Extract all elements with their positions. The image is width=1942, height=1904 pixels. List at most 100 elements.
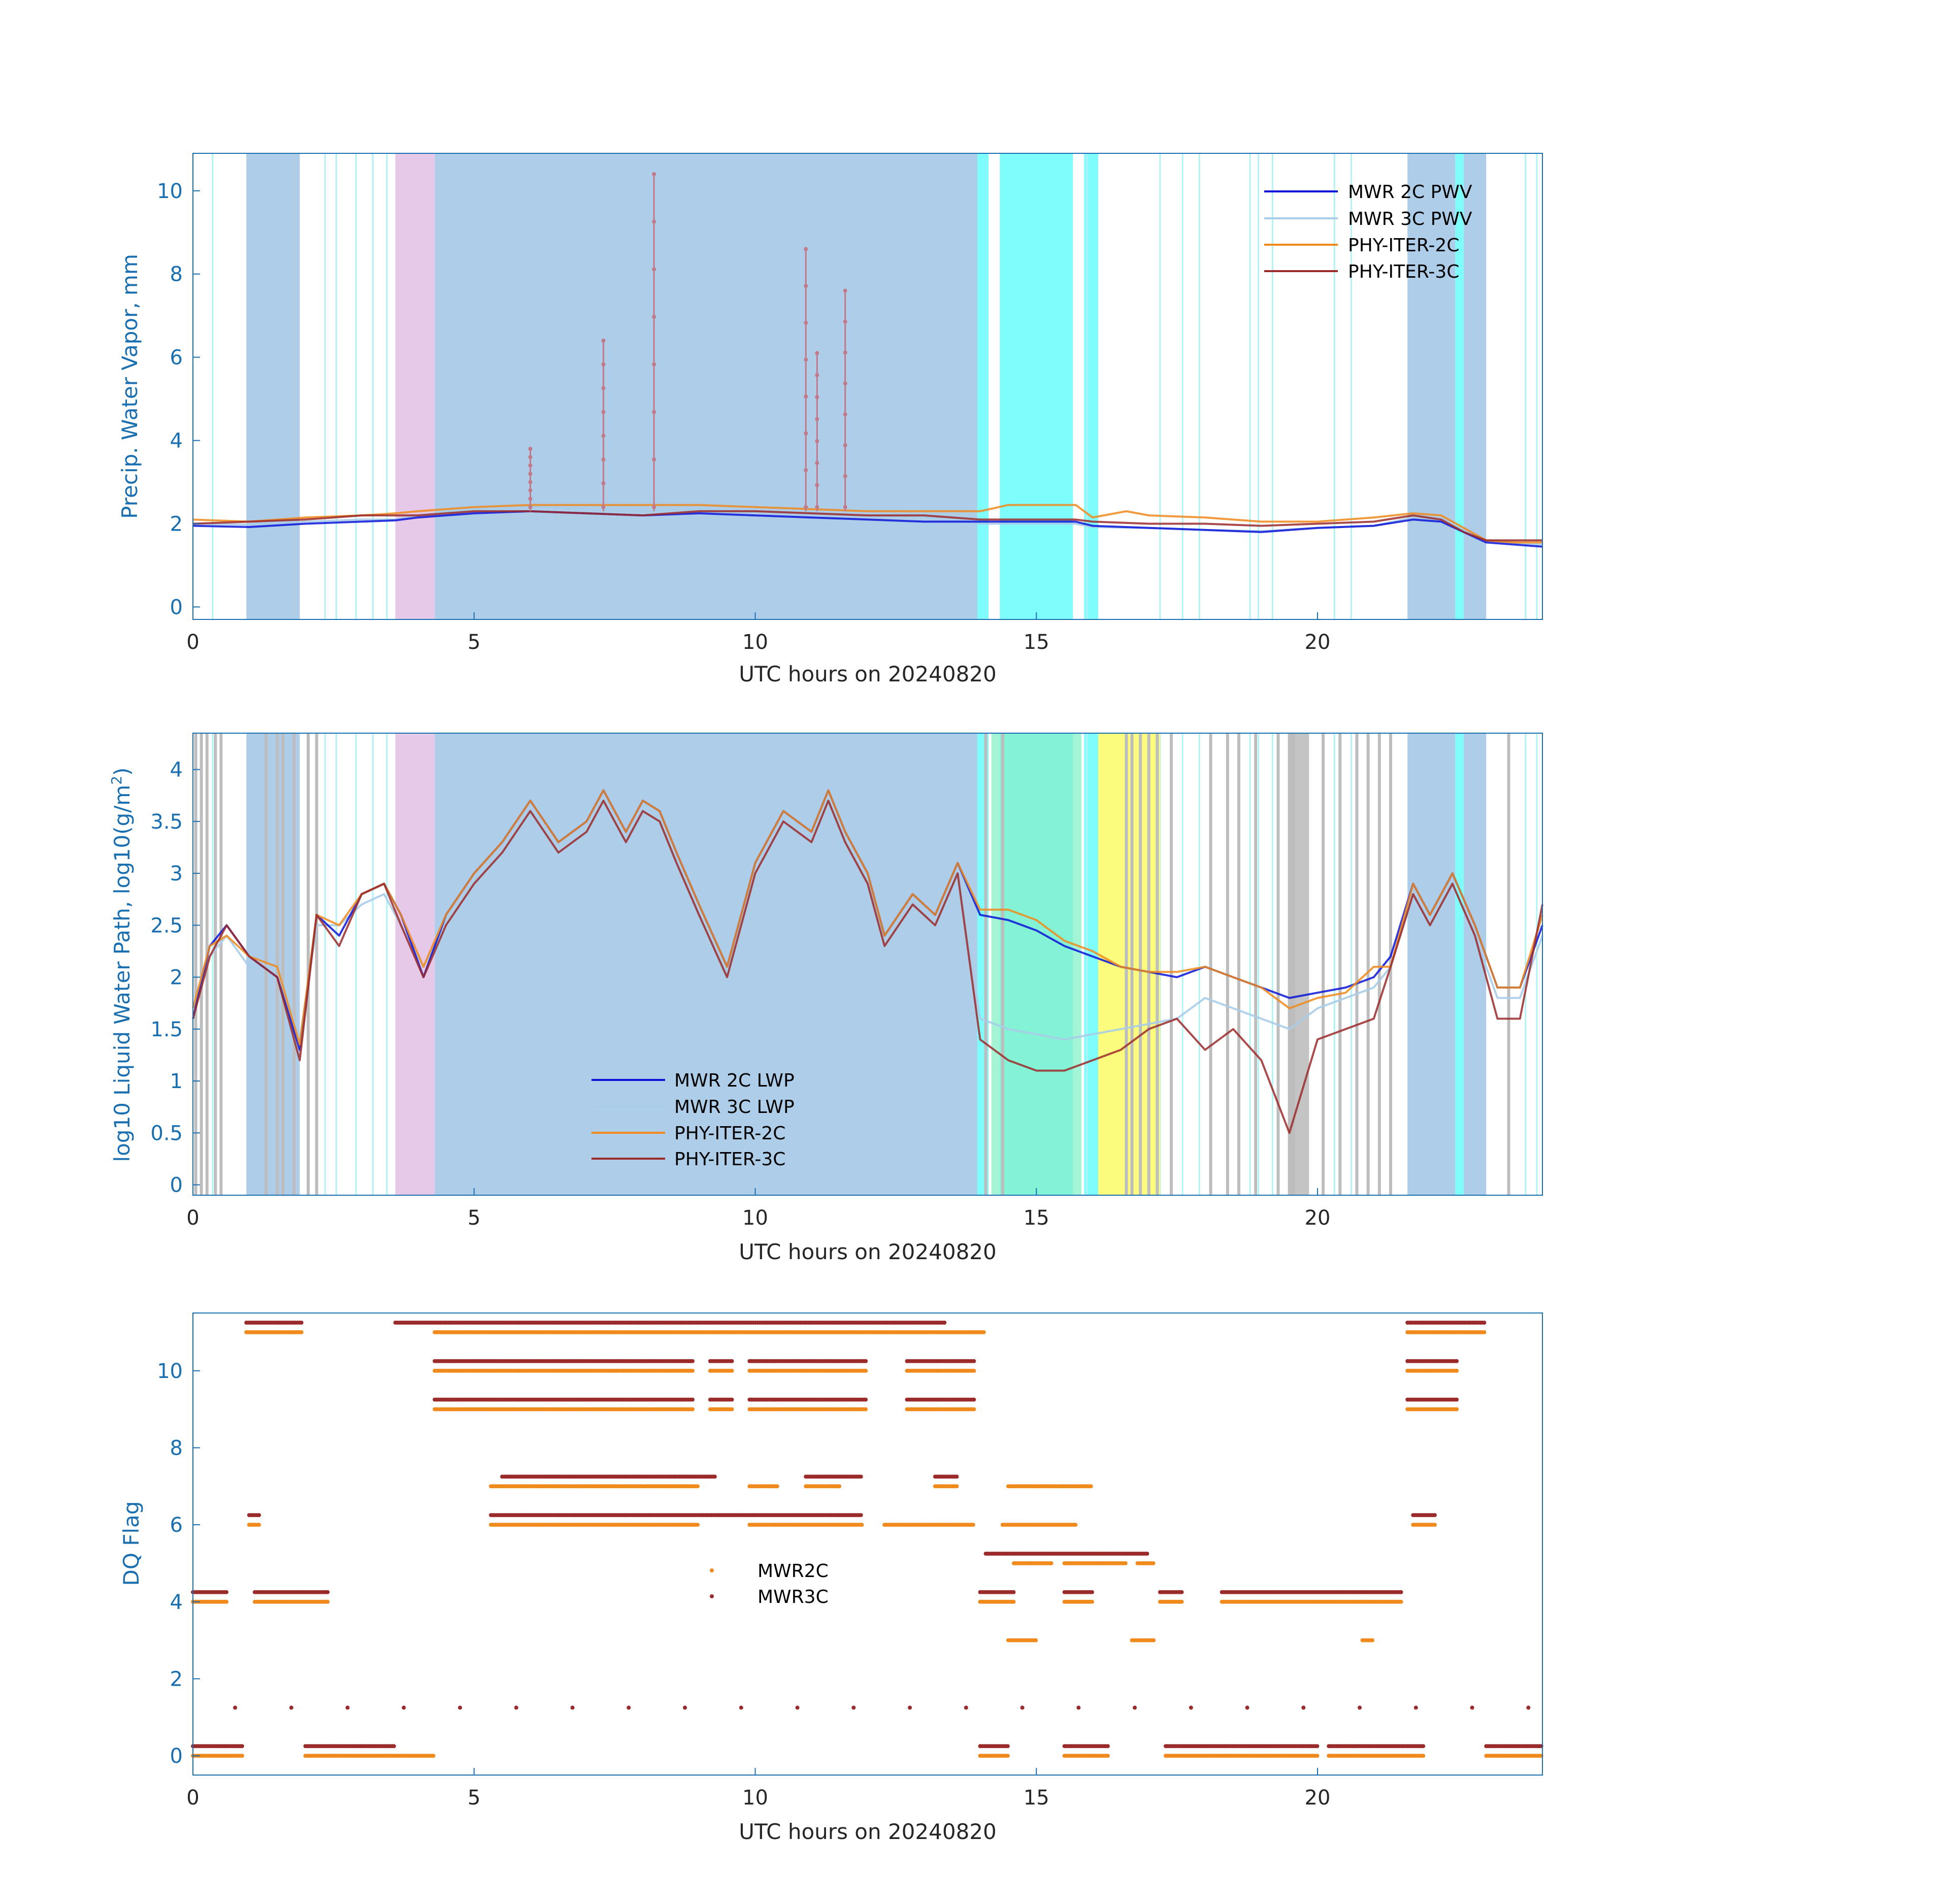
y-tick-label: 0.5 — [150, 1122, 183, 1145]
lwp-y-label: log10 Liquid Water Path, log10(g/m2) — [108, 767, 135, 1162]
y-tick-label: 1.5 — [150, 1018, 183, 1041]
pwv-spike-point — [652, 410, 656, 414]
pwv-y-ticks: 0 2 4 6 8 10 — [157, 180, 200, 619]
dq-point-mwr2c — [1455, 1407, 1459, 1411]
pwv-spike-point — [528, 446, 533, 451]
blue-band — [435, 153, 977, 619]
dq-point-mwr3c — [954, 1474, 959, 1479]
pwv-spike-point — [804, 505, 808, 509]
dq-legend: MWR2C MWR3C — [710, 1561, 829, 1607]
y-tick-label: 3.5 — [150, 810, 183, 834]
y-tick-label: 8 — [170, 263, 183, 286]
y-tick-label: 0 — [170, 1745, 183, 1768]
lwp-legend-label-4: PHY-ITER-3C — [674, 1149, 785, 1170]
dq-point-mwr3c — [864, 1359, 868, 1363]
pwv-spike-point — [601, 457, 606, 462]
pwv-spike-point — [843, 474, 847, 478]
y-tick-label: 10 — [157, 1360, 183, 1383]
dq-point-mwr2c — [257, 1523, 261, 1527]
pwv-spike-point — [815, 395, 819, 400]
dq-point-mwr2c — [1005, 1754, 1010, 1758]
y-tick-label: 4 — [170, 430, 183, 453]
pwv-spike-point — [652, 457, 656, 462]
dq-point-mwr3c — [964, 1705, 968, 1710]
dq-point-mwr3c — [345, 1705, 350, 1710]
x-tick-label: 20 — [1305, 1786, 1331, 1810]
pwv-spike-point — [843, 381, 847, 386]
lwp-legend: MWR 2C LWP MWR 3C LWP PHY-ITER-2C PHY-IT… — [591, 1070, 795, 1170]
dq-point-mwr3c — [683, 1705, 687, 1710]
dq-point-mwr2c — [1432, 1523, 1437, 1527]
dq-y-ticks: 0 2 4 6 8 10 — [157, 1360, 200, 1768]
dq-point-mwr2c — [864, 1407, 868, 1411]
dq-axes-box — [192, 1312, 1543, 1776]
dq-point-mwr2c — [1105, 1754, 1110, 1758]
dq-point-mwr3c — [391, 1744, 396, 1749]
dq-point-mwr3c — [690, 1359, 695, 1363]
dq-point-mwr3c — [1145, 1552, 1149, 1556]
y-tick-label: 2 — [170, 966, 183, 990]
dq-point-mwr2c — [1482, 1330, 1487, 1334]
lwp-shading — [194, 733, 1538, 1195]
pwv-legend: MWR 2C PWV MWR 3C PWV PHY-ITER-2C PHY-IT… — [1264, 182, 1472, 282]
x-tick-label: 10 — [742, 1206, 768, 1230]
dq-point-mwr2c — [1090, 1599, 1094, 1604]
pwv-y-label: Precip. Water Vapor, mm — [117, 254, 142, 519]
dq-point-mwr3c — [859, 1513, 863, 1518]
y-tick-label: 2 — [170, 1667, 183, 1691]
x-tick-label: 20 — [1305, 631, 1331, 654]
dq-point-mwr3c — [224, 1590, 228, 1594]
dq-point-mwr3c — [458, 1705, 463, 1710]
dq-point-mwr2c — [730, 1368, 734, 1373]
dq-point-mwr3c — [712, 1474, 717, 1479]
dq-point-mwr3c — [1076, 1705, 1081, 1710]
pwv-series — [192, 172, 1543, 548]
dq-point-mwr2c — [860, 1523, 864, 1527]
pwv-spike-point — [804, 320, 808, 325]
dq-point-mwr3c — [972, 1359, 976, 1363]
dq-point-mwr2c — [1089, 1484, 1093, 1489]
blue-band — [1407, 153, 1456, 619]
lwp-series — [192, 789, 1543, 1134]
pwv-legend-label-2: MWR 3C PWV — [1348, 209, 1472, 229]
pwv-spike-point — [804, 247, 808, 251]
dq-point-mwr3c — [1455, 1359, 1459, 1363]
dq-point-mwr3c — [1133, 1705, 1137, 1710]
y-tick-label: 8 — [170, 1436, 183, 1460]
dq-point-mwr3c — [690, 1397, 695, 1402]
dq-point-mwr2c — [775, 1484, 779, 1489]
y-tick-label: 0 — [170, 596, 183, 619]
y-tick-label: 6 — [170, 1514, 183, 1537]
x-tick-label: 5 — [468, 1206, 480, 1230]
pwv-spike-point — [652, 505, 656, 509]
dq-point-mwr3c — [739, 1705, 743, 1710]
x-tick-label: 15 — [1024, 1786, 1049, 1810]
dq-point-mwr3c — [1358, 1705, 1362, 1710]
dq-legend-marker-2 — [710, 1594, 714, 1598]
pwv-panel: 0 5 10 15 20 0 2 4 6 8 10 UTC hours on 20240820 P… — [117, 153, 1543, 686]
dq-x-ticks: 0 5 10 15 20 — [186, 1768, 1330, 1810]
dq-point-mwr2c — [325, 1599, 330, 1604]
pwv-spike-point — [804, 468, 808, 473]
pwv-spike-point — [601, 481, 606, 485]
dq-point-mwr3c — [851, 1705, 856, 1710]
dq-point-mwr3c — [1315, 1744, 1320, 1749]
dq-point-mwr2c — [1049, 1561, 1054, 1565]
dq-point-mwr3c — [1432, 1513, 1437, 1518]
lwp-x-label: UTC hours on 20240820 — [739, 1239, 997, 1264]
dq-point-mwr2c — [981, 1330, 986, 1334]
dq-point-mwr3c — [1020, 1705, 1025, 1710]
x-tick-label: 15 — [1024, 1206, 1049, 1230]
y-tick-label: 6 — [170, 346, 183, 370]
pwv-spike-point — [652, 219, 656, 224]
pwv-spike-point — [804, 394, 808, 399]
dq-point-mwr2c — [696, 1484, 700, 1489]
series-line-phy-iter-3c — [192, 799, 1543, 1134]
pwv-legend-label-4: PHY-ITER-3C — [1348, 261, 1459, 282]
dq-point-mwr3c — [1421, 1744, 1426, 1749]
lwp-panel: 0 5 10 15 20 0 0.5 1 1.5 2 2.5 3 3.5 4 UTC hours on … — [108, 733, 1543, 1264]
pwv-spike-point — [601, 434, 606, 438]
x-tick-label: 0 — [186, 1786, 199, 1810]
lwp-legend-label-3: PHY-ITER-2C — [674, 1123, 785, 1144]
pwv-spike-point — [652, 362, 656, 367]
